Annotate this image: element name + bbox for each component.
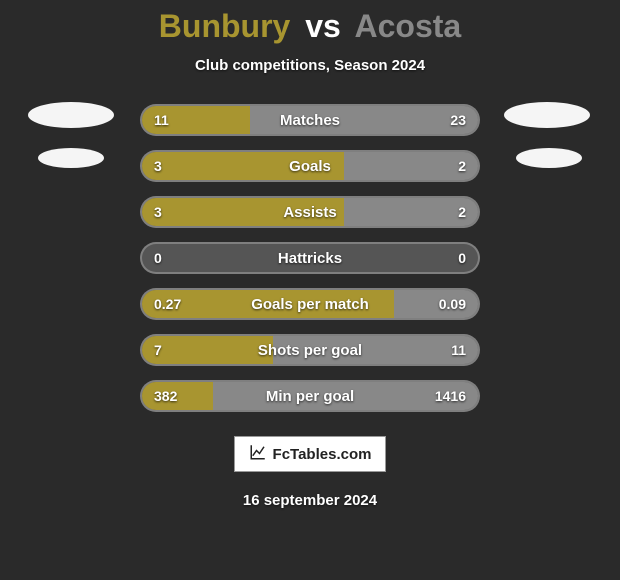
decor-ellipse: [516, 148, 582, 168]
player1-name: Bunbury: [159, 8, 291, 44]
stat-row: Shots per goal7 11: [140, 334, 480, 366]
stat-label: Assists: [142, 198, 478, 226]
stat-value-right: 23: [438, 106, 478, 134]
stat-label: Shots per goal: [142, 336, 478, 364]
branding-text: FcTables.com: [273, 446, 372, 463]
chart-icon: [249, 443, 267, 465]
stat-row: Hattricks0 0: [140, 242, 480, 274]
stat-value-right: 2: [446, 152, 478, 180]
stat-row: Goals per match0.270.09: [140, 288, 480, 320]
decor-ellipse: [28, 102, 114, 128]
stat-value-left: 11: [142, 106, 181, 134]
stat-value-left: 0: [142, 244, 174, 272]
stat-value-left: 3: [142, 152, 174, 180]
stat-value-right: 11: [439, 336, 478, 364]
player2-name: Acosta: [355, 8, 462, 44]
stat-value-left: 0.27: [142, 290, 193, 318]
stat-row: Goals3 2: [140, 150, 480, 182]
decor-ellipse: [504, 102, 590, 128]
vs-label: vs: [305, 8, 341, 44]
title: Bunbury vs Acosta: [159, 8, 461, 45]
stat-row: Matches11 23: [140, 104, 480, 136]
stat-row: Min per goal3821416: [140, 380, 480, 412]
stat-value-right: 0.09: [427, 290, 478, 318]
stats-rows: Matches1123Goals32Assists32Hattricks00Go…: [0, 104, 620, 412]
stat-value-left: 7: [142, 336, 174, 364]
stat-label: Matches: [142, 106, 478, 134]
stat-label: Hattricks: [142, 244, 478, 272]
subtitle: Club competitions, Season 2024: [195, 57, 425, 74]
comparison-card: Bunbury vs Acosta Club competitions, Sea…: [0, 0, 620, 580]
stat-value-right: 0: [446, 244, 478, 272]
branding-badge[interactable]: FcTables.com: [234, 436, 387, 472]
decor-ellipse: [38, 148, 104, 168]
stat-value-left: 382: [142, 382, 189, 410]
stat-value-right: 1416: [423, 382, 478, 410]
stat-value-left: 3: [142, 198, 174, 226]
date-label: 16 september 2024: [243, 492, 377, 509]
stat-row: Assists3 2: [140, 196, 480, 228]
stat-label: Goals: [142, 152, 478, 180]
stat-value-right: 2: [446, 198, 478, 226]
